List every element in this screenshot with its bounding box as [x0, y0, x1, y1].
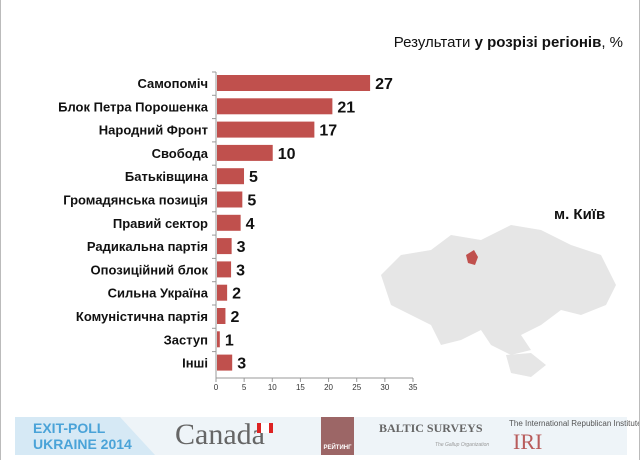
bar [217, 238, 232, 255]
category-label: Правий сектор [113, 216, 208, 231]
bar [217, 191, 243, 208]
data-label: 2 [230, 309, 239, 326]
data-label: 17 [319, 123, 337, 140]
x-tick-label: 20 [324, 383, 333, 392]
x-tick-label: 15 [296, 383, 305, 392]
category-label: Комуністична партія [76, 309, 208, 324]
title-suffix: , % [601, 34, 623, 51]
data-label: 2 [232, 286, 241, 303]
category-label: Блок Петра Порошенка [58, 99, 209, 114]
category-label: Опозиційний блок [91, 262, 209, 277]
data-label: 3 [236, 262, 245, 279]
bar [217, 308, 226, 324]
data-label: 5 [247, 193, 256, 210]
iri-logo: IRI [513, 429, 543, 454]
title-bold: у розрізі регіонів [474, 34, 602, 51]
bar [217, 75, 371, 91]
region-label: м. Київ [554, 206, 606, 223]
x-tick-label: 0 [214, 383, 219, 392]
ukraine-shape [381, 225, 616, 355]
rating-logo: РЕЙТИНГ [321, 417, 354, 455]
ukraine-map [381, 225, 616, 377]
data-label: 4 [246, 216, 255, 233]
category-label: Сильна Україна [108, 286, 209, 301]
exit-poll-line1: EXIT-POLL [33, 420, 106, 436]
canada-logo: Canada [175, 418, 265, 451]
sponsor-footer: EXIT-POLL UKRAINE 2014 Canada РЕЙТИНГ BAL… [15, 417, 639, 455]
exit-poll-line2: UKRAINE 2014 [33, 436, 132, 452]
data-label: 21 [337, 99, 355, 116]
x-tick-label: 25 [352, 383, 361, 392]
x-tick-label: 35 [409, 383, 418, 392]
bar [217, 214, 241, 231]
x-tick-label: 30 [380, 383, 389, 392]
data-label: 10 [278, 146, 296, 163]
category-label: Свобода [152, 146, 209, 161]
bar [217, 121, 315, 138]
x-tick-label: 10 [268, 383, 277, 392]
canada-flag-icon [257, 423, 273, 433]
page-title: Результати у розрізі регіонів, % [394, 34, 623, 51]
category-label: Інші [182, 356, 208, 371]
rating-text: РЕЙТИНГ [323, 445, 352, 451]
bar [217, 354, 233, 371]
category-label: Народний Фронт [99, 123, 208, 138]
kyiv-region-marker [466, 250, 478, 265]
bar [217, 168, 245, 185]
category-label: Громадянська позиція [63, 193, 208, 208]
crimea-shape [506, 353, 546, 377]
bar [217, 98, 333, 115]
category-label: Батьківщина [125, 169, 209, 184]
category-label: Радикальна партія [87, 239, 208, 254]
bar [217, 261, 232, 278]
baltic-surveys-logo: BALTIC SURVEYS [379, 421, 483, 435]
category-label: Самопоміч [137, 76, 208, 91]
data-label: 5 [249, 169, 258, 186]
category-label: Заступ [164, 332, 208, 347]
title-prefix: Результати [393, 34, 475, 51]
data-label: 1 [225, 332, 234, 349]
data-label: 3 [237, 239, 246, 256]
data-label: 3 [237, 356, 246, 373]
x-tick-label: 5 [242, 383, 247, 392]
data-label: 27 [375, 76, 393, 93]
iri-name: The International Republican Institute [509, 419, 640, 428]
bar [217, 144, 273, 161]
gallup-text: The Gallup Organization [435, 442, 490, 448]
exit-poll-logo: EXIT-POLL UKRAINE 2014 [15, 417, 155, 455]
bar [217, 284, 228, 301]
bar [217, 331, 220, 348]
